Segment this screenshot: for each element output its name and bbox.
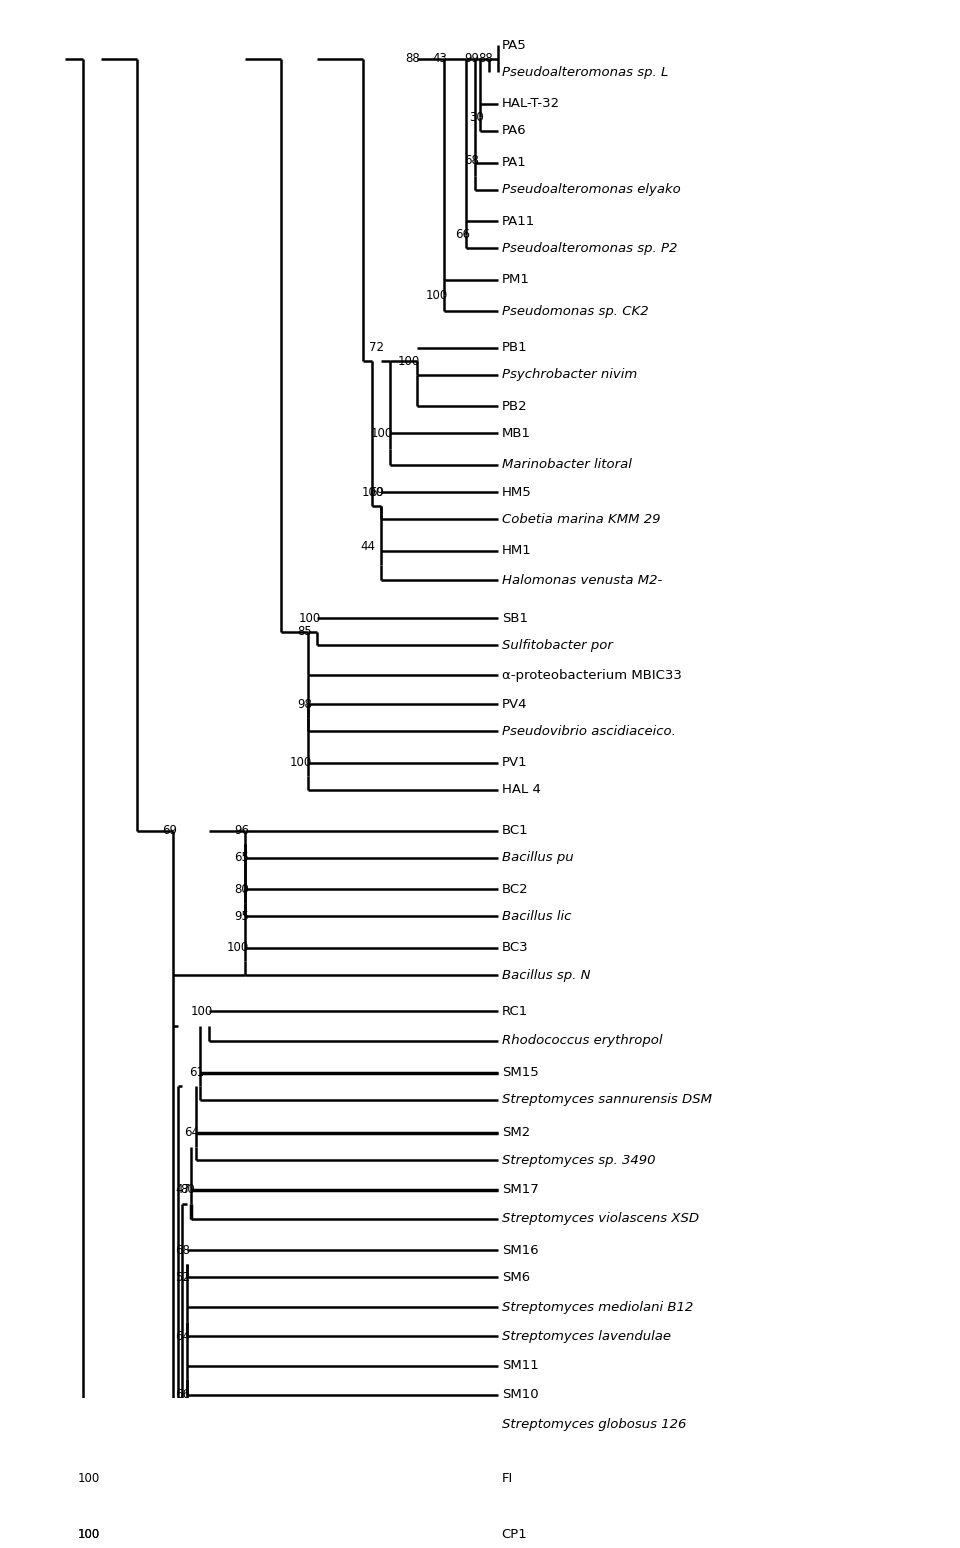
Text: MB1: MB1 [502,427,531,440]
Text: 43: 43 [433,53,447,65]
Text: PA5: PA5 [502,39,526,51]
Text: 85: 85 [298,625,312,638]
Text: 72: 72 [370,341,384,354]
Text: 88: 88 [406,53,420,65]
Text: PA6: PA6 [502,124,526,138]
Text: Pseudoalteromonas sp. L: Pseudoalteromonas sp. L [502,65,668,79]
Text: Halomonas venusta M2-: Halomonas venusta M2- [502,574,661,587]
Text: Streptomyces globosus 126: Streptomyces globosus 126 [502,1418,686,1430]
Text: 95: 95 [234,910,249,923]
Text: Streptomyces mediolani B12: Streptomyces mediolani B12 [502,1300,693,1314]
Text: Streptomyces sp. 3490: Streptomyces sp. 3490 [502,1153,655,1167]
Text: 68: 68 [465,155,479,167]
Text: Bacillus lic: Bacillus lic [502,910,571,923]
Text: BC1: BC1 [502,824,528,837]
Text: SM2: SM2 [502,1127,530,1139]
Text: PM1: PM1 [502,274,530,286]
Text: 61: 61 [189,1067,204,1079]
Text: Psychrobacter nivim: Psychrobacter nivim [502,368,636,381]
Text: SM11: SM11 [502,1359,539,1373]
Text: 96: 96 [234,824,249,837]
Text: SM10: SM10 [502,1389,539,1401]
Text: PB2: PB2 [502,399,527,413]
Text: 100: 100 [290,757,312,769]
Text: Marinobacter litoral: Marinobacter litoral [502,458,632,472]
Text: PA11: PA11 [502,215,535,228]
Text: Cobetia marina KMM 29: Cobetia marina KMM 29 [502,512,660,526]
Text: 64: 64 [184,1127,200,1139]
Text: RC1: RC1 [502,1005,528,1017]
Text: 65: 65 [234,851,249,864]
Text: Streptomyces lavendulae: Streptomyces lavendulae [502,1330,671,1342]
Text: 69: 69 [370,486,384,498]
Text: 44: 44 [360,540,375,553]
Text: 66: 66 [455,228,470,241]
Text: 30: 30 [468,111,484,124]
Text: 80: 80 [234,882,249,896]
Text: 100: 100 [78,1528,100,1542]
Text: Pseudoalteromonas elyako: Pseudoalteromonas elyako [502,183,681,197]
Text: 100: 100 [398,354,420,367]
Text: SB1: SB1 [502,611,528,625]
Text: HAL-T-32: HAL-T-32 [502,98,560,110]
Text: SM6: SM6 [502,1271,530,1283]
Text: Streptomyces violascens XSD: Streptomyces violascens XSD [502,1212,699,1226]
Text: CP1: CP1 [502,1528,527,1542]
Text: 80: 80 [180,1183,195,1197]
Text: Pseudovibrio ascidiaceico.: Pseudovibrio ascidiaceico. [502,724,676,738]
Text: FI: FI [502,1472,513,1485]
Text: BC3: BC3 [502,941,528,955]
Text: PA1: PA1 [502,156,526,169]
Text: PB1: PB1 [502,341,527,354]
Text: α-proteobacterium MBIC33: α-proteobacterium MBIC33 [502,669,682,681]
Text: Streptomyces sannurensis DSM: Streptomyces sannurensis DSM [502,1093,711,1107]
Text: Pseudoalteromonas sp. P2: Pseudoalteromonas sp. P2 [502,241,677,255]
Text: Bacillus sp. N: Bacillus sp. N [502,969,590,981]
Text: 99: 99 [464,53,479,65]
Text: HM1: HM1 [502,545,532,557]
Text: 100: 100 [362,486,384,498]
Text: 100: 100 [190,1005,213,1017]
Text: 47: 47 [176,1183,190,1197]
Text: PV1: PV1 [502,757,527,769]
Text: 100: 100 [372,427,394,440]
Text: 69: 69 [161,824,177,837]
Text: HM5: HM5 [502,486,532,498]
Text: Rhodococcus erythropol: Rhodococcus erythropol [502,1034,662,1048]
Text: SM17: SM17 [502,1183,539,1197]
Text: SM16: SM16 [502,1245,539,1257]
Text: Sulfitobacter por: Sulfitobacter por [502,639,612,652]
Text: 100: 100 [425,289,447,302]
Text: 66: 66 [176,1389,190,1401]
Text: 100: 100 [227,941,249,955]
Text: 68: 68 [176,1245,190,1257]
Text: HAL 4: HAL 4 [502,783,540,796]
Text: 64: 64 [176,1330,190,1342]
Text: Bacillus pu: Bacillus pu [502,851,573,864]
Text: BC2: BC2 [502,882,528,896]
Text: 98: 98 [298,698,312,711]
Text: SM15: SM15 [502,1067,539,1079]
Text: Pseudomonas sp. CK2: Pseudomonas sp. CK2 [502,305,648,317]
Text: PV4: PV4 [502,698,527,711]
Text: 52: 52 [176,1271,190,1283]
Text: 100: 100 [78,1472,100,1485]
Text: 88: 88 [478,53,492,65]
Text: 100: 100 [78,1528,100,1542]
Text: 100: 100 [299,611,321,625]
